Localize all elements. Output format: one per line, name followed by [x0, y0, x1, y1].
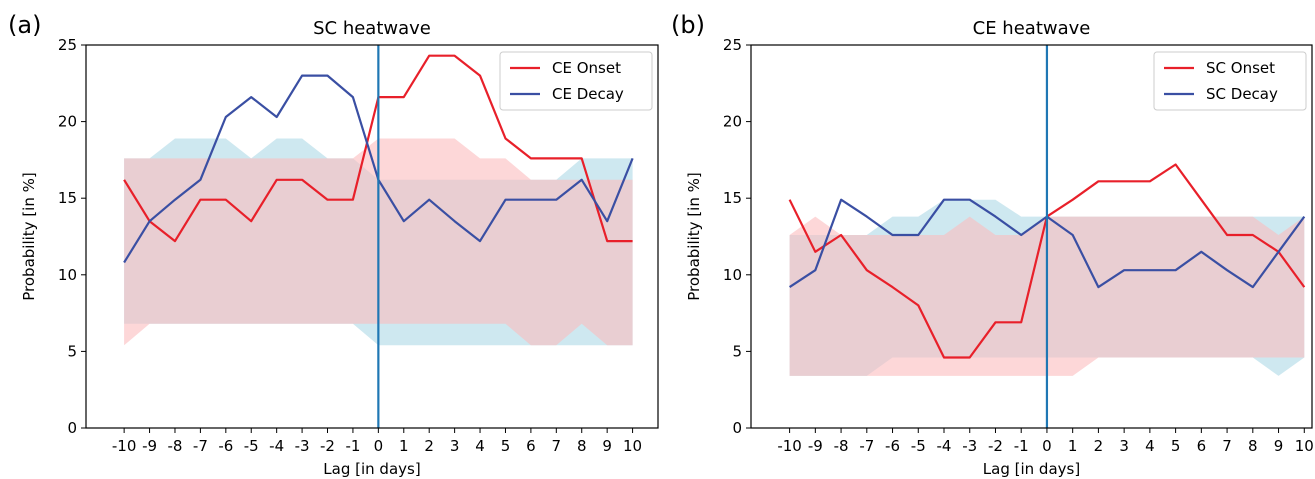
x-tick-label: -8 [834, 437, 849, 455]
x-tick-label: 5 [501, 437, 511, 455]
y-tick-label: 0 [67, 419, 77, 437]
x-tick-label: -10 [112, 437, 137, 455]
x-tick-label: 0 [1042, 437, 1052, 455]
y-axis: 0 5 10 15 20 25 [723, 36, 751, 437]
x-tick-label: -7 [859, 437, 874, 455]
x-tick-label: 6 [1197, 437, 1207, 455]
x-tick-label: 8 [1248, 437, 1258, 455]
x-tick-label: 1 [1068, 437, 1078, 455]
x-tick-label: -3 [295, 437, 310, 455]
x-tick-label: -6 [885, 437, 900, 455]
x-tick-label: -9 [808, 437, 823, 455]
x-tick-label: -4 [269, 437, 284, 455]
x-tick-label: 8 [577, 437, 587, 455]
x-tick-label: -1 [1014, 437, 1029, 455]
legend-label: CE Decay [552, 85, 624, 103]
x-tick-label: 3 [1119, 437, 1129, 455]
x-axis: -10 -9 -8 -7 -6 -5 -4 -3 -2 -1 0 1 2 3 4 5 6 7 8 9 10 [777, 428, 1314, 455]
x-tick-label: 5 [1171, 437, 1181, 455]
x-tick-label: 9 [1274, 437, 1284, 455]
x-tick-label: -2 [988, 437, 1003, 455]
y-tick-label: 20 [723, 113, 742, 131]
y-tick-label: 5 [732, 342, 742, 360]
x-axis-label: Lag [in days] [323, 460, 420, 478]
plot-frame [750, 44, 1313, 429]
y-axis-label: Probability [in %] [685, 172, 703, 300]
x-tick-label: 2 [1094, 437, 1104, 455]
x-tick-label: 7 [552, 437, 562, 455]
panel-label: (b) [671, 11, 705, 39]
x-tick-label: 7 [1222, 437, 1232, 455]
plot-area [123, 45, 634, 428]
x-tick-label: 0 [374, 437, 384, 455]
x-tick-label: 10 [623, 437, 642, 455]
panel-a: (a) SC heatwave Lag [in days] Probabilit… [8, 11, 659, 478]
y-tick-label: 25 [723, 36, 742, 54]
x-tick-label: -4 [937, 437, 952, 455]
legend-box [499, 51, 653, 111]
x-tick-label: 9 [602, 437, 612, 455]
legend-label: SC Onset [1206, 59, 1275, 77]
plot-area [788, 45, 1306, 428]
chart-title: CE heatwave [973, 18, 1091, 39]
x-tick-label: 6 [526, 437, 536, 455]
legend-box [1153, 51, 1307, 111]
x-tick-label: -7 [193, 437, 208, 455]
y-tick-label: 5 [67, 342, 77, 360]
x-axis: -10 -9 -8 -7 -6 -5 -4 -3 -2 -1 0 1 2 3 4 5 6 7 8 9 10 [112, 428, 642, 455]
y-tick-label: 15 [58, 189, 77, 207]
x-tick-label: -9 [142, 437, 157, 455]
panel-b: (b) CE heatwave Lag [in days] Probabilit… [671, 11, 1314, 478]
x-axis-label: Lag [in days] [983, 460, 1080, 478]
y-tick-label: 15 [723, 189, 742, 207]
x-tick-label: -8 [167, 437, 182, 455]
y-tick-label: 25 [58, 36, 77, 54]
y-tick-label: 10 [58, 266, 77, 284]
legend-label: SC Decay [1206, 85, 1278, 103]
x-tick-label: -10 [777, 437, 802, 455]
y-tick-label: 0 [732, 419, 742, 437]
x-tick-label: -6 [218, 437, 233, 455]
x-tick-label: -1 [345, 437, 360, 455]
x-tick-label: -5 [911, 437, 926, 455]
panel-label: (a) [8, 11, 41, 39]
x-tick-label: 1 [399, 437, 409, 455]
legend: CE Onset CE Decay [499, 51, 653, 111]
x-tick-label: 4 [475, 437, 485, 455]
x-tick-label: -5 [244, 437, 259, 455]
y-axis-label: Probability [in %] [20, 172, 38, 300]
x-tick-label: 3 [450, 437, 460, 455]
x-tick-label: 4 [1145, 437, 1155, 455]
plot-frame [85, 44, 659, 429]
x-tick-label: -3 [962, 437, 977, 455]
legend: SC Onset SC Decay [1153, 51, 1307, 111]
legend-label: CE Onset [552, 59, 621, 77]
x-tick-label: 2 [424, 437, 434, 455]
x-tick-label: 10 [1295, 437, 1314, 455]
chart-title: SC heatwave [313, 18, 431, 39]
y-axis: 0 5 10 15 20 25 [58, 36, 86, 437]
y-tick-label: 10 [723, 266, 742, 284]
y-tick-label: 20 [58, 113, 77, 131]
x-tick-label: -2 [320, 437, 335, 455]
